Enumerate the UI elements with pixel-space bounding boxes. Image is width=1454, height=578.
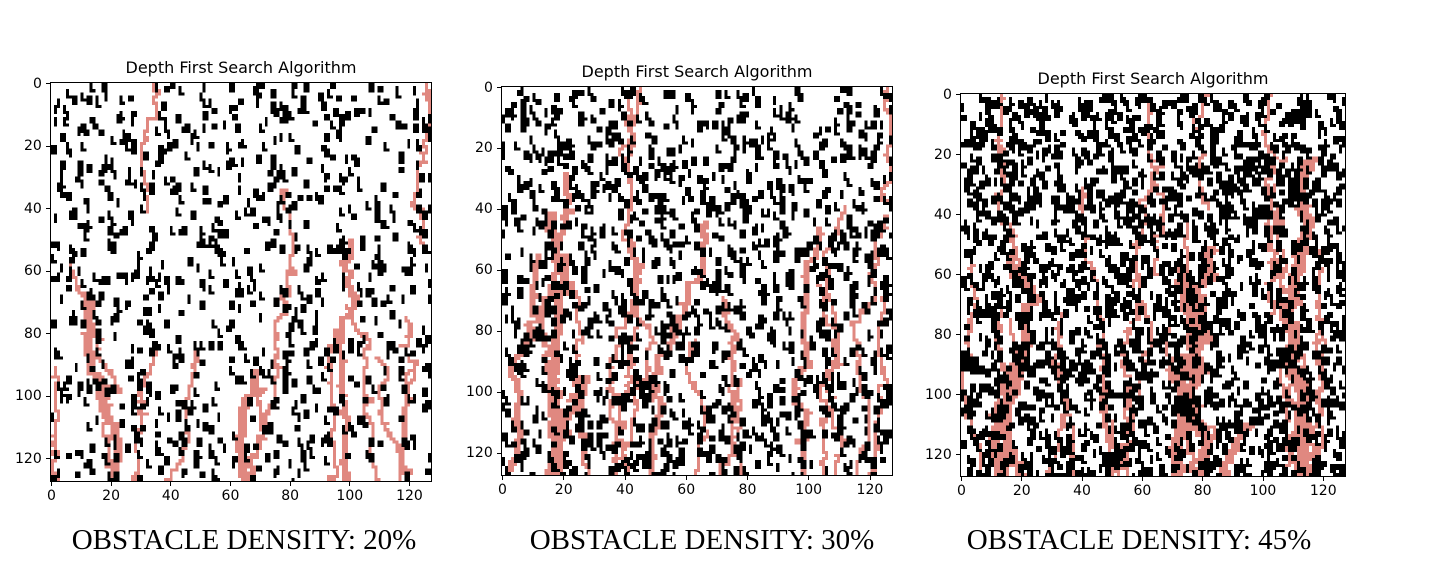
x-tick-mark	[1322, 477, 1324, 481]
x-tick-label: 40	[161, 488, 180, 504]
y-tick-label: 60	[24, 263, 42, 280]
y-tick-label: 60	[934, 266, 952, 283]
y-tick-label: 0	[943, 86, 952, 103]
x-tick-label: 100	[1249, 483, 1277, 499]
y-tick-mark	[46, 145, 50, 147]
y-tick-label: 80	[24, 325, 42, 342]
y-tick-mark	[46, 458, 50, 460]
y-tick-mark	[46, 83, 50, 85]
chart-title: Depth First Search Algorithm	[1037, 69, 1269, 88]
y-tick-mark	[956, 274, 960, 275]
x-tick-mark	[289, 482, 291, 486]
y-tick-label: 120	[466, 445, 493, 462]
y-tick-mark	[497, 269, 501, 271]
x-tick-mark	[230, 482, 232, 486]
y-tick-label: 100	[466, 384, 493, 401]
y-tick-mark	[46, 270, 50, 272]
x-tick-mark	[685, 476, 687, 480]
y-tick-label: 80	[934, 326, 952, 343]
y-tick-label: 0	[33, 75, 42, 92]
y-tick-label: 20	[24, 138, 42, 155]
x-tick-mark	[50, 482, 52, 486]
x-tick-mark	[1141, 477, 1143, 481]
obstacle-density-caption: OBSTACLE DENSITY: 45%	[966, 524, 1312, 556]
x-tick-label: 80	[1193, 483, 1212, 499]
x-tick-label: 20	[554, 482, 573, 498]
chart-title: Depth First Search Algorithm	[125, 58, 357, 77]
x-tick-mark	[1202, 477, 1204, 481]
y-tick-label: 40	[934, 206, 952, 223]
x-tick-label: 40	[616, 482, 634, 498]
x-tick-label: 0	[957, 483, 966, 499]
y-tick-mark	[46, 333, 50, 335]
x-tick-mark	[869, 476, 871, 480]
y-tick-mark	[497, 391, 501, 393]
x-tick-label: 120	[396, 488, 423, 504]
y-tick-label: 120	[925, 446, 952, 463]
y-tick-mark	[497, 87, 501, 89]
y-tick-mark	[956, 94, 960, 95]
x-tick-mark	[1021, 477, 1023, 481]
x-tick-mark	[1081, 477, 1083, 481]
y-tick-mark	[497, 147, 501, 149]
x-tick-mark	[170, 482, 172, 486]
x-tick-mark	[961, 477, 962, 481]
heatmap-cells	[502, 87, 892, 475]
y-tick-mark	[497, 208, 501, 210]
obstacle-density-caption: OBSTACLE DENSITY: 30%	[529, 524, 875, 556]
y-tick-label: 0	[484, 79, 493, 96]
x-tick-label: 40	[1073, 483, 1091, 499]
y-tick-mark	[46, 208, 50, 210]
x-tick-mark	[747, 476, 749, 480]
y-tick-mark	[956, 334, 960, 335]
x-tick-mark	[624, 476, 626, 480]
y-tick-label: 40	[475, 201, 493, 218]
y-tick-mark	[956, 454, 960, 455]
x-tick-label: 60	[677, 482, 696, 498]
heatmap-cells	[961, 94, 1345, 476]
y-tick-label: 80	[475, 323, 493, 340]
y-tick-label: 100	[15, 388, 42, 405]
x-tick-mark	[502, 476, 504, 480]
y-tick-label: 60	[475, 262, 493, 279]
x-tick-label: 60	[1133, 483, 1152, 499]
y-tick-label: 100	[925, 386, 952, 403]
y-tick-label: 40	[24, 200, 42, 217]
y-tick-label: 20	[475, 140, 493, 157]
x-tick-label: 100	[795, 482, 823, 498]
x-tick-label: 0	[498, 482, 507, 498]
x-tick-label: 120	[1309, 483, 1337, 499]
heatmap-plot	[960, 93, 1346, 477]
x-tick-label: 60	[221, 488, 240, 504]
x-tick-label: 20	[1012, 483, 1031, 499]
y-tick-label: 20	[934, 146, 952, 163]
obstacle-density-caption: OBSTACLE DENSITY: 20%	[71, 524, 417, 556]
heatmap-plot	[50, 82, 432, 482]
y-tick-mark	[956, 214, 960, 215]
x-tick-label: 100	[336, 488, 364, 504]
x-tick-mark	[1262, 477, 1264, 481]
x-tick-mark	[808, 476, 810, 480]
x-tick-label: 80	[738, 482, 757, 498]
y-tick-mark	[956, 394, 960, 395]
chart-title: Depth First Search Algorithm	[581, 62, 813, 81]
y-tick-mark	[497, 330, 501, 332]
heatmap-plot	[501, 86, 893, 476]
y-tick-mark	[497, 452, 501, 454]
x-tick-mark	[409, 482, 411, 486]
x-tick-label: 80	[281, 488, 300, 504]
x-tick-mark	[349, 482, 351, 486]
y-tick-label: 120	[15, 450, 42, 467]
heatmap-cells	[51, 83, 431, 481]
x-tick-label: 0	[46, 488, 56, 504]
x-tick-mark	[110, 482, 112, 486]
x-tick-label: 20	[102, 488, 120, 504]
y-tick-mark	[956, 154, 960, 155]
y-tick-mark	[46, 395, 50, 397]
x-tick-label: 120	[856, 482, 884, 498]
x-tick-mark	[563, 476, 565, 480]
